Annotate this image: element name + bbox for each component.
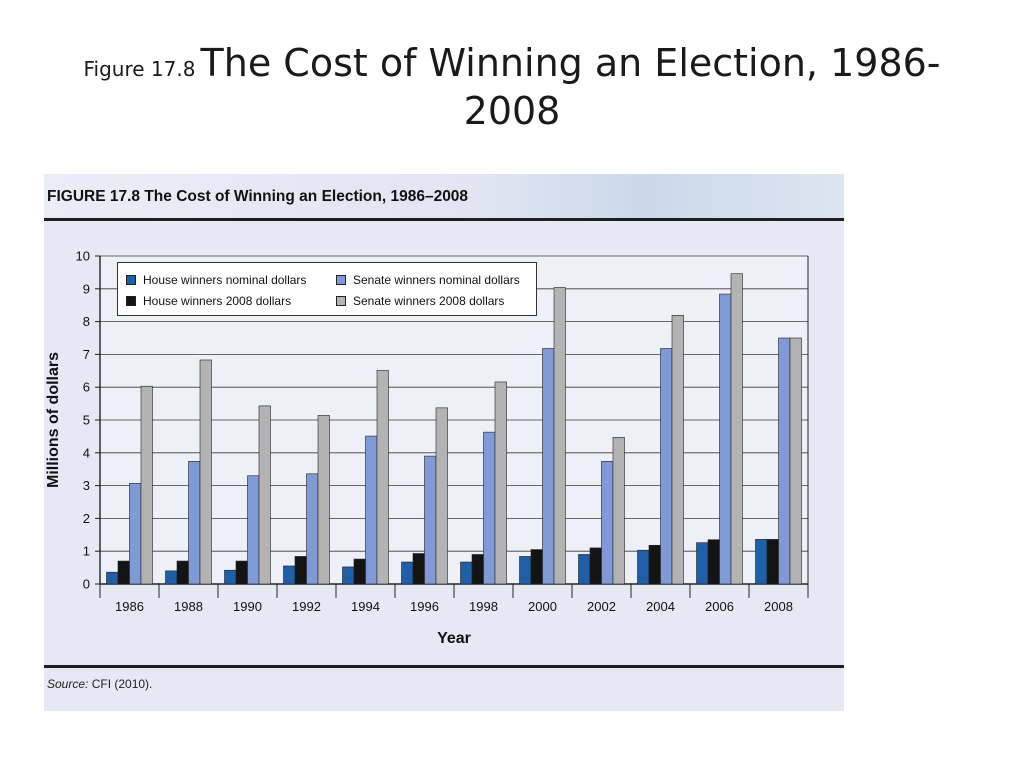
bar [494,381,507,585]
y-tick-label: 6 [83,380,90,395]
x-tick-label: 2008 [764,599,793,614]
y-tick-label: 4 [83,445,90,460]
y-tick-label: 10 [76,249,90,264]
bar [283,565,296,585]
bar [106,571,119,585]
bar [719,293,732,585]
legend-item: Senate winners 2008 dollars [336,294,504,308]
legend-swatch [126,296,136,306]
bar [376,370,389,585]
bar [671,315,684,585]
bar [766,539,779,585]
bar [235,560,248,585]
x-tick-label: 1998 [469,599,498,614]
x-tick-label: 1996 [410,599,439,614]
figure-source: Source: CFI (2010). [47,677,152,691]
legend-label: Senate winners 2008 dollars [353,294,505,308]
bar [140,385,153,585]
figure-footer-divider [44,665,844,668]
legend-item: House winners nominal dollars [126,273,306,287]
y-tick-label: 5 [83,413,90,428]
bar [165,570,178,585]
bar [519,556,532,585]
legend-swatch [336,275,346,285]
chart-legend: House winners nominal dollars House winne… [117,262,537,316]
legend-label: House winners nominal dollars [143,273,307,287]
bar [188,461,201,585]
bar [578,554,591,585]
x-tick-label: 1994 [351,599,380,614]
bar [401,561,414,585]
bar [696,542,709,585]
bar [365,435,378,585]
bar [612,437,625,585]
bar [707,539,720,585]
legend-label: Senate winners nominal dollars [353,273,520,287]
bar [789,337,802,585]
bar [660,348,673,585]
bar [483,431,496,585]
y-axis-title: Millions of dollars [45,352,62,488]
x-tick-label: 1990 [233,599,262,614]
y-tick-label: 8 [83,314,90,329]
bar [247,475,260,585]
bar [258,405,271,585]
slide-title: Figure 17.8 The Cost of Winning an Elect… [60,40,964,135]
bar [117,560,130,585]
bar [224,569,237,585]
bar [553,287,566,585]
x-tick-label: 1988 [174,599,203,614]
bar [460,561,473,585]
x-axis-title: Year [437,630,471,647]
legend-swatch [336,296,346,306]
y-tick-label: 7 [83,347,90,362]
source-text: CFI (2010). [88,677,153,691]
bar [129,483,142,585]
figure-header-label: FIGURE 17.8 The Cost of Winning an Elect… [47,188,469,205]
bar [342,566,355,585]
x-tick-label: 2000 [528,599,557,614]
legend-item: Senate winners nominal dollars [336,273,520,287]
bar [637,549,650,585]
bar [589,547,602,585]
bar [530,549,543,585]
bar [317,415,330,585]
x-tick-label: 2006 [705,599,734,614]
y-tick-label: 2 [83,511,90,526]
bar [435,407,448,585]
y-tick-label: 3 [83,478,90,493]
legend-item: House winners 2008 dollars [126,294,291,308]
bar [412,553,425,585]
slide-title-prefix: Figure 17.8 [83,57,196,81]
bar [601,461,614,585]
y-tick-label: 9 [83,281,90,296]
bar [294,556,307,585]
x-tick-label: 2002 [587,599,616,614]
x-tick-label: 2004 [646,599,675,614]
bar [542,348,555,585]
figure-header: FIGURE 17.8 The Cost of Winning an Elect… [44,174,844,221]
figure-panel: FIGURE 17.8 The Cost of Winning an Elect… [44,174,844,711]
bar [176,560,189,585]
legend-swatch [126,275,136,285]
bar-chart: 0 1 2 3 4 5 6 7 8 9 10 1986 1988 1990 1992 1994 1996 1998… [45,249,809,647]
slide-title-main: The Cost of Winning an Election, 1986-20… [200,41,941,133]
x-tick-label: 1986 [115,599,144,614]
y-tick-label: 1 [83,544,90,559]
bar [730,273,743,585]
bar [424,455,437,585]
bar [755,539,768,585]
bar [199,359,212,585]
bar [353,558,366,585]
bar [471,554,484,585]
bar [778,337,791,585]
source-lead: Source: [47,677,89,691]
bar [648,544,661,585]
bar [306,473,319,585]
legend-label: House winners 2008 dollars [143,294,292,308]
x-tick-label: 1992 [292,599,321,614]
y-tick-label: 0 [83,577,90,592]
